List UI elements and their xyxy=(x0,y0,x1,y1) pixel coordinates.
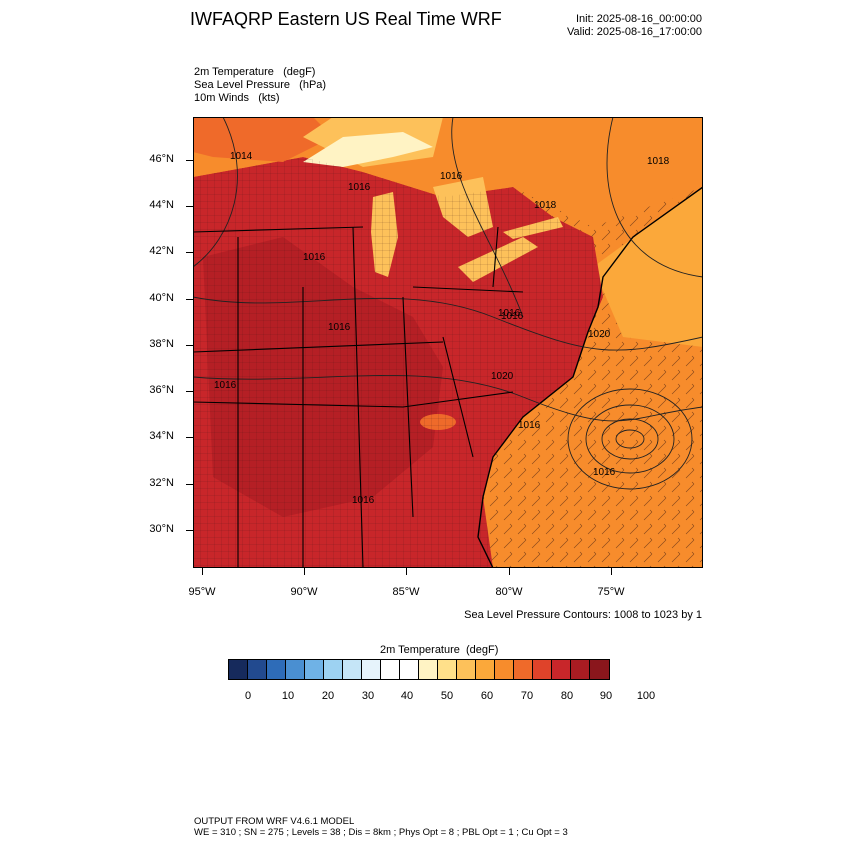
colorbar-swatch xyxy=(305,660,324,679)
field-list: 2m Temperature (degF) Sea Level Pressure… xyxy=(194,66,326,105)
colorbar-label: 20 xyxy=(321,690,335,702)
colorbar-label: 50 xyxy=(440,690,454,702)
pressure-label: 1016 xyxy=(328,322,351,333)
pressure-label: 1016 xyxy=(498,308,521,319)
chart-title: IWFAQRP Eastern US Real Time WRF xyxy=(190,9,502,29)
pressure-label: 1016 xyxy=(501,311,524,322)
lat-tick xyxy=(186,252,193,253)
lake-superior xyxy=(303,132,433,167)
state-borders xyxy=(193,226,524,568)
map-panel xyxy=(193,117,703,568)
colorbar-swatch xyxy=(381,660,400,679)
colorbar-swatch xyxy=(590,660,609,679)
coastline xyxy=(477,186,703,568)
pressure-label: 1020 xyxy=(588,329,611,340)
pressure-label: 1016 xyxy=(214,380,237,391)
field-pressure: Sea Level Pressure (hPa) xyxy=(194,79,327,91)
pressure-label: 1016 xyxy=(348,182,371,193)
colorbar-swatch xyxy=(438,660,457,679)
colorbar-swatch xyxy=(324,660,343,679)
lon-tick xyxy=(202,568,203,575)
colorbar-swatch xyxy=(229,660,248,679)
lat-tick xyxy=(186,484,193,485)
colorbar-label: 40 xyxy=(400,690,414,702)
temperature-map xyxy=(193,117,703,568)
pressure-label: 1018 xyxy=(647,156,670,167)
field-winds: 10m Winds (kts) xyxy=(194,92,280,104)
colorbar-swatch xyxy=(343,660,362,679)
pressure-label: 1018 xyxy=(534,200,557,211)
colorbar-swatch xyxy=(476,660,495,679)
colorbar-label: 90 xyxy=(599,690,613,702)
lat-tick xyxy=(186,299,193,300)
lat-tick xyxy=(186,206,193,207)
lon-tick xyxy=(509,568,510,575)
colorbar-swatch xyxy=(571,660,590,679)
colorbar-swatch xyxy=(419,660,438,679)
colorbar-label: 10 xyxy=(281,690,295,702)
colorbar-label: 0 xyxy=(244,690,252,702)
pressure-label: 1016 xyxy=(518,420,541,431)
colorbar-label: 100 xyxy=(636,690,656,702)
footer-line: OUTPUT FROM WRF V4.6.1 MODEL xyxy=(194,816,355,827)
lat-label: 30°N xyxy=(149,523,174,535)
colorbar-title: 2m Temperature (degF) xyxy=(380,644,499,656)
lon-tick xyxy=(611,568,612,575)
valid-time: Valid: 2025-08-16_17:00:00 xyxy=(567,26,702,38)
lat-tick xyxy=(186,530,193,531)
lat-label: 34°N xyxy=(149,430,174,442)
run-times: Init: 2025-08-16_00:00:00 Valid: 2025-08… xyxy=(567,13,702,39)
lon-label: 75°W xyxy=(597,586,625,598)
pressure-label: 1014 xyxy=(230,151,253,162)
model-footer: OUTPUT FROM WRF V4.6.1 MODEL WE = 310 ; … xyxy=(194,816,568,838)
colorbar-swatch xyxy=(248,660,267,679)
lon-label: 90°W xyxy=(290,586,318,598)
contour-note: Sea Level Pressure Contours: 1008 to 102… xyxy=(464,609,702,621)
colorbar-swatch xyxy=(286,660,305,679)
pressure-contours xyxy=(193,117,703,422)
lat-label: 38°N xyxy=(149,338,174,350)
lat-tick xyxy=(186,391,193,392)
lat-label: 46°N xyxy=(149,153,174,165)
colorbar-label: 80 xyxy=(560,690,574,702)
lon-tick xyxy=(304,568,305,575)
pressure-label: 1016 xyxy=(352,495,375,506)
lat-label: 36°N xyxy=(149,384,174,396)
lat-tick xyxy=(186,160,193,161)
colorbar-swatch xyxy=(533,660,552,679)
init-time: Init: 2025-08-16_00:00:00 xyxy=(576,13,702,25)
lat-tick xyxy=(186,437,193,438)
pressure-label: 1016 xyxy=(440,171,463,182)
lon-label: 85°W xyxy=(392,586,420,598)
colorbar-label: 60 xyxy=(480,690,494,702)
colorbar-swatch xyxy=(495,660,514,679)
lat-label: 32°N xyxy=(149,477,174,489)
lat-tick xyxy=(186,345,193,346)
colorbar-swatch xyxy=(400,660,419,679)
lon-tick xyxy=(406,568,407,575)
pressure-label: 1020 xyxy=(491,371,514,382)
lat-label: 40°N xyxy=(149,292,174,304)
ne-ocean-cool xyxy=(593,187,703,347)
lon-label: 80°W xyxy=(495,586,523,598)
ocean-low xyxy=(567,388,693,490)
lat-label: 44°N xyxy=(149,199,174,211)
colorbar-swatch xyxy=(514,660,533,679)
pressure-label: 1016 xyxy=(303,252,326,263)
pressure-label: 1016 xyxy=(593,467,616,478)
colorbar-label: 30 xyxy=(361,690,375,702)
field-temperature: 2m Temperature (degF) xyxy=(194,66,316,78)
lon-label: 95°W xyxy=(188,586,216,598)
footer-line: WE = 310 ; SN = 275 ; Levels = 38 ; Dis … xyxy=(194,827,568,838)
colorbar-swatch xyxy=(362,660,381,679)
lat-label: 42°N xyxy=(149,245,174,257)
colorbar-swatch xyxy=(267,660,286,679)
colorbar-swatch xyxy=(457,660,476,679)
colorbar-label: 70 xyxy=(520,690,534,702)
colorbar xyxy=(228,659,610,680)
colorbar-swatch xyxy=(552,660,571,679)
county-grid xyxy=(193,157,603,568)
